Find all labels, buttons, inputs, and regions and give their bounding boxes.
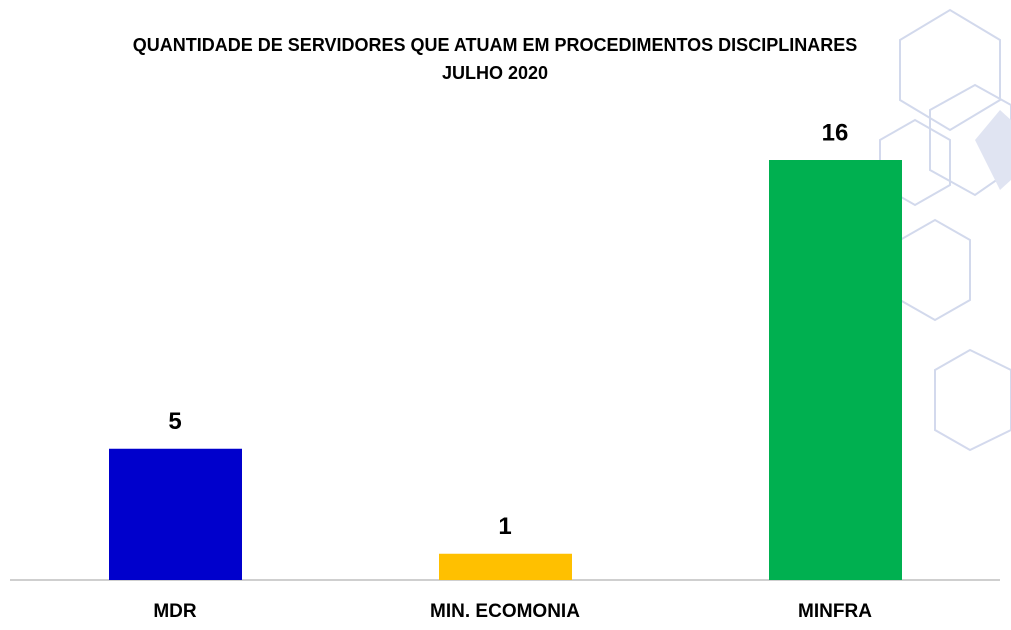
chart-title: QUANTIDADE DE SERVIDORES QUE ATUAM EM PR…	[133, 35, 857, 55]
chart-subtitle: JULHO 2020	[442, 63, 548, 83]
bar	[769, 160, 902, 580]
bar	[109, 448, 242, 580]
x-tick-label: MINFRA	[798, 601, 872, 622]
background-decoration	[879, 8, 1011, 452]
bar	[439, 553, 572, 580]
value-label: 1	[498, 513, 511, 540]
value-label: 5	[168, 408, 181, 435]
x-tick-label: MIN. ECOMONIA	[430, 601, 580, 622]
value-label: 16	[822, 119, 849, 146]
x-tick-label: MDR	[153, 601, 197, 622]
